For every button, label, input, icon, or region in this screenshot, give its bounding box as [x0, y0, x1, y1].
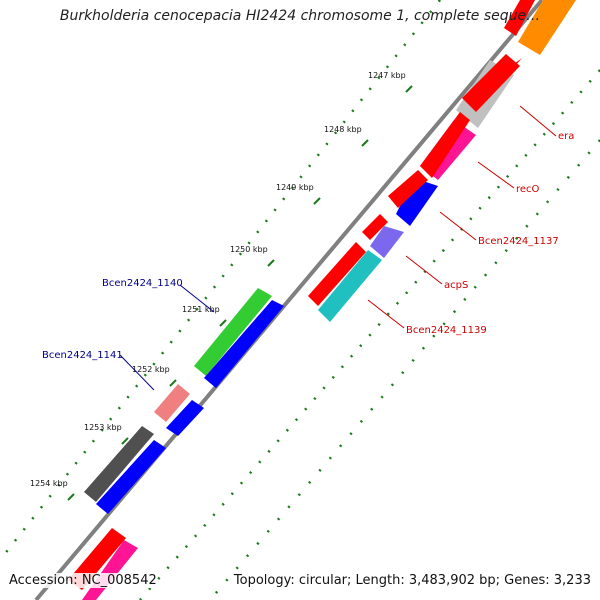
kbp-tick-label: 1247 kbp — [368, 71, 406, 80]
label-era: era — [558, 131, 574, 142]
label-Bcen2424-1141: Bcen2424_1141 — [42, 350, 123, 361]
feature-salmon — [154, 384, 190, 422]
feature-red-5 — [308, 242, 366, 306]
leader-1139 — [367, 299, 405, 329]
inner-dotted-line — [139, 69, 600, 600]
kbp-tick — [313, 197, 321, 205]
gene-labels: era recO Bcen2424_1137 acpS Bcen2424_113… — [42, 131, 574, 361]
kbp-tick — [169, 379, 177, 387]
kbp-tick — [67, 493, 75, 501]
feature-blue-4 — [96, 440, 166, 514]
gene-leaders — [119, 105, 557, 391]
label-acpS: acpS — [444, 280, 468, 291]
feature-darkgrey — [84, 426, 154, 502]
kbp-tick — [361, 139, 369, 147]
kbp-tick — [121, 437, 129, 445]
kbp-tick-label: 1250 kbp — [230, 245, 268, 254]
label-Bcen2424-1140: Bcen2424_1140 — [102, 278, 183, 289]
features-right — [308, 0, 576, 322]
backbone-line — [34, 0, 544, 600]
feature-orange — [518, 0, 576, 55]
kbp-tick — [267, 259, 275, 267]
topology-summary: Topology: circular; Length: 3,483,902 bp… — [233, 573, 591, 588]
kbp-tick-label: 1252 kbp — [132, 365, 170, 374]
feature-cyan — [318, 250, 382, 322]
leader-1141 — [119, 354, 155, 391]
kbp-tick-label: 1254 kbp — [30, 479, 68, 488]
feature-green — [194, 288, 272, 376]
kbp-tick — [219, 319, 227, 327]
feature-red-1 — [462, 54, 520, 112]
label-recO: recO — [516, 184, 540, 195]
kbp-tick-label: 1253 kbp — [84, 423, 122, 432]
feature-purple — [370, 226, 404, 258]
map-title: Burkholderia cenocepacia HI2424 chromoso… — [59, 8, 541, 24]
label-Bcen2424-1137: Bcen2424_1137 — [478, 236, 559, 247]
feature-blue-2 — [204, 300, 284, 388]
accession-text: Accession: NC_008542 — [9, 573, 157, 588]
kbp-tick-label: 1251 kbp — [182, 305, 220, 314]
outer-dotted-line — [0, 0, 441, 561]
feature-red-top — [504, 0, 535, 36]
kbp-tick-label: 1249 kbp — [276, 183, 314, 192]
feature-blue-3 — [166, 400, 204, 436]
kbp-tick-label: 1248 kbp — [324, 125, 362, 134]
kbp-ticks: 1247 kbp 1248 kbp 1249 kbp 1250 kbp 1251 kbp… — [30, 71, 413, 501]
feature-blue-1 — [396, 178, 438, 226]
leader-recO — [477, 161, 515, 189]
label-Bcen2424-1139: Bcen2424_1139 — [406, 325, 487, 336]
feature-red-3 — [388, 170, 428, 208]
leader-era — [519, 105, 557, 137]
kbp-tick — [405, 85, 413, 93]
leader-acpS — [405, 255, 443, 285]
leader-1137 — [439, 211, 477, 241]
leader-1140 — [179, 284, 215, 313]
feature-red-2 — [420, 112, 470, 178]
feature-red-4 — [362, 214, 388, 240]
features-left — [68, 288, 284, 600]
